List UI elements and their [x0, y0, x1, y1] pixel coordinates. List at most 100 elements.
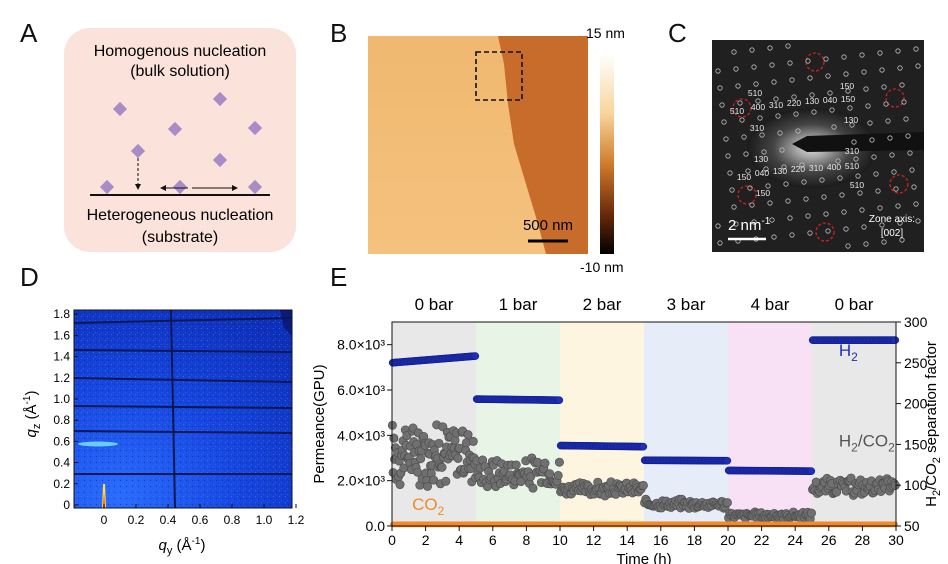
index-upper-5: 310: [769, 100, 783, 110]
giwaxs-xtick-label-6: 1.2: [288, 513, 304, 527]
highlight-circle-1: [805, 52, 825, 72]
giwaxs-ytick-label-0: 0: [63, 498, 70, 512]
diffraction-spot-66: [823, 211, 829, 217]
diffraction-spot-105: [881, 84, 887, 90]
diffraction-spot-25: [749, 47, 755, 53]
diffraction-spot-36: [771, 234, 777, 240]
panel-c-saed: 510 150 510 400 310 220 130 040 150 310 …: [712, 40, 924, 252]
afm-selection-box: [475, 51, 523, 101]
afm-image-lower-terrace: [498, 36, 588, 254]
diffraction-spot-65: [821, 194, 827, 200]
panel-a-letter: A: [20, 18, 38, 48]
left-y-axis-label: Permeance(GPU): [311, 364, 328, 483]
diffraction-spot-43: [779, 147, 785, 153]
left-tick-label-4: 8.0×10³: [337, 337, 385, 353]
gap-v-1: [170, 309, 176, 509]
diffraction-spot-88: [859, 207, 865, 213]
diffusion-arrow-left-head: [160, 185, 166, 191]
x-tick-label-9: 18: [687, 532, 703, 548]
diffraction-spot-29: [757, 115, 763, 121]
x-tick-label-4: 8: [523, 532, 531, 548]
saed-indices-lower: 310 130 150 040 130 220 310 400 510 150 …: [737, 146, 864, 198]
ratio-point-319: [722, 498, 732, 508]
x-tick-label-13: 26: [821, 532, 837, 548]
diffraction-spot-18: [741, 134, 747, 140]
giwaxs-ytick-label-6: 1.2: [53, 371, 70, 385]
gap-h-4: [73, 405, 293, 409]
diffraction-spot-35: [769, 217, 775, 223]
panel-b-afm: 500 nm 15 nm -10 nm: [368, 25, 625, 274]
pressure-labels: 0 bar 1 bar 2 bar 3 bar 4 bar 0 bar: [415, 295, 874, 314]
h2-point-59: [471, 352, 480, 360]
diffraction-spot-2: [715, 68, 721, 74]
diffraction-spot-32: [763, 166, 769, 172]
diffraction-spot-52: [791, 94, 797, 100]
diffraction-spot-11: [733, 221, 739, 227]
giwaxs-ytick-label-7: 1.4: [53, 350, 70, 364]
left-tick-label-1: 2.0×10³: [337, 473, 385, 489]
diffraction-spot-42: [777, 130, 783, 136]
index-upper-3: 510: [730, 106, 744, 116]
diffraction-arc: [78, 441, 118, 447]
diffraction-spot-34: [767, 200, 773, 206]
pressure-label-1: 1 bar: [499, 295, 538, 314]
diffraction-spot-90: [863, 241, 869, 247]
diffraction-spot-111: [893, 186, 899, 192]
diffraction-spot-95: [867, 120, 873, 126]
index-upper-10: 310: [750, 123, 764, 133]
diffraction-spot-110: [891, 169, 897, 175]
diffraction-spot-96: [869, 137, 875, 143]
saed-indices-upper: 510 150 510 400 310 220 130 040 150 310 …: [730, 81, 858, 133]
highlight-circle-4: [889, 174, 909, 194]
gap-h-5: [73, 430, 293, 434]
diffraction-spot-84: [851, 139, 857, 145]
diffraction-spot-81: [845, 88, 851, 94]
diffraction-spot-38: [769, 62, 775, 68]
diffraction-spot-23: [751, 219, 757, 225]
diffraction-spot-76: [841, 209, 847, 215]
diffraction-spot-16: [737, 100, 743, 106]
diffraction-spot-82: [847, 105, 853, 111]
homogenous-title: Homogenous nucleation: [94, 43, 267, 60]
diffraction-spot-106: [883, 101, 889, 107]
giwaxs-xtick-label-3: 0.6: [192, 513, 209, 527]
diffraction-spot-44: [781, 164, 787, 170]
beam-stop: [792, 132, 924, 152]
diffraction-spot-93: [863, 86, 869, 92]
h2-point-359: [891, 336, 900, 344]
giwaxs-ylabel: qz (Å-1): [22, 391, 43, 438]
right-tick-label-2: 150: [904, 436, 928, 452]
diffraction-spot-61: [807, 75, 813, 81]
ratio-point-46: [423, 481, 433, 491]
gap-h-3: [73, 377, 293, 383]
index-upper-7: 130: [805, 96, 819, 106]
index-upper-8: 040: [823, 95, 837, 105]
diffraction-spot-124: [913, 201, 919, 207]
ratio-point-10: [395, 480, 405, 490]
x-tick-label-3: 6: [489, 532, 497, 548]
giwaxs-xtick-label-4: 0.8: [224, 513, 241, 527]
pressure-label-4: 4 bar: [751, 295, 790, 314]
diffraction-spot-77: [843, 226, 849, 232]
diffraction-spot-108: [887, 135, 893, 141]
diffraction-spot-92: [861, 69, 867, 75]
index-upper-1: 510: [748, 88, 762, 98]
giwaxs-yticks: 0 0.2 0.4 0.6 0.8 1.0 1.2 1.4 1.6 1.8: [53, 307, 78, 512]
saed-highlight-circles: [732, 52, 909, 242]
diffraction-spot-73: [835, 158, 841, 164]
diffraction-spot-125: [915, 218, 921, 224]
index-lower-1: 310: [845, 146, 859, 156]
index-lower-6: 220: [791, 164, 805, 174]
h2-point-119: [555, 396, 564, 405]
diffraction-spot-79: [841, 54, 847, 60]
heterogeneous-subtitle: (substrate): [142, 229, 218, 246]
diffraction-spot-41: [775, 113, 781, 119]
panel-b-letter: B: [330, 18, 348, 48]
diffraction-spot-57: [803, 196, 809, 202]
diffraction-spot-71: [829, 107, 835, 113]
diffraction-spot-31: [761, 149, 767, 155]
diffraction-spot-58: [805, 213, 811, 219]
diffraction-spot-98: [873, 171, 879, 177]
diffraction-spot-74: [837, 175, 843, 181]
diffraction-spot-75: [839, 192, 845, 198]
